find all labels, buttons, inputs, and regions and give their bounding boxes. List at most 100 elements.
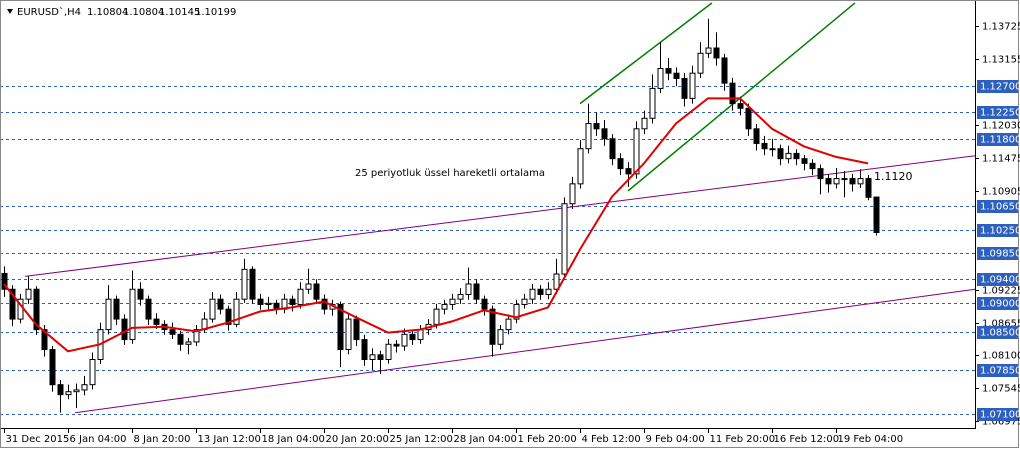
candle-body: [825, 178, 832, 185]
ema: [3, 97, 869, 353]
candle-body: [841, 178, 848, 181]
candle-body: [137, 288, 144, 300]
x-tick-label: 4 Feb 12:00: [582, 434, 641, 445]
candle-body: [145, 298, 152, 320]
menu-triangle: [7, 9, 13, 14]
header-low: 1.10145: [159, 7, 200, 18]
candle-body: [505, 318, 512, 331]
level-label-bg: [977, 200, 1018, 213]
candle-body: [1, 272, 8, 290]
candle-body: [233, 298, 240, 325]
candle-body: [89, 358, 96, 386]
candle-body: [561, 203, 568, 275]
candle-body: [689, 72, 696, 99]
trendline: [24, 155, 976, 277]
x-tick-label: 6 Jan 04:00: [70, 434, 127, 445]
level-label-bg: [977, 106, 1018, 119]
candle-body: [497, 329, 504, 345]
candle-body: [865, 178, 872, 198]
candle-body: [265, 302, 272, 305]
candle-body: [793, 152, 800, 160]
level-label: 1.12700: [980, 82, 1020, 93]
level-label: 1.11800: [980, 135, 1020, 146]
level-label-bg: [977, 273, 1018, 286]
candle-body: [361, 339, 368, 360]
candle-body: [617, 158, 624, 170]
candle-body: [857, 178, 864, 185]
x-tick-label: 18 Jan 04:00: [262, 434, 325, 445]
candle-body: [513, 303, 520, 320]
candle-body: [337, 303, 344, 351]
candle-body: [217, 298, 224, 310]
symbol: EURUSD`,H4: [17, 6, 81, 18]
header-high: 1.10804: [123, 7, 164, 18]
header-open: 1.10804: [87, 7, 128, 18]
level-label-bg: [977, 80, 1018, 93]
candle-body: [417, 329, 424, 341]
level-label: 1.09400: [980, 275, 1020, 286]
candle-body: [729, 82, 736, 105]
candle-body: [449, 298, 456, 305]
candles: [1, 18, 880, 413]
candle-body: [681, 77, 688, 99]
candle-body: [33, 288, 40, 331]
level-label: 1.10250: [980, 226, 1020, 237]
y-tick-label: 1.11475: [982, 154, 1020, 165]
candle-body: [297, 288, 304, 305]
candle-body: [49, 349, 56, 386]
candle-body: [129, 288, 136, 341]
x-tick-label: 16 Feb 12:00: [774, 434, 840, 445]
candle-body: [609, 138, 616, 160]
candle-body: [225, 308, 232, 325]
candle-body: [489, 308, 496, 345]
candle-body: [833, 178, 840, 185]
level-label: 1.12250: [980, 108, 1020, 119]
candle-body: [457, 294, 464, 300]
candle-body: [785, 152, 792, 160]
candle-body: [25, 288, 32, 300]
candle-body: [481, 298, 488, 310]
level-label: 1.07850: [980, 366, 1020, 377]
candle-body: [641, 117, 648, 130]
annotation: 1.1120: [874, 170, 913, 183]
y-tick-label: 1.13155: [982, 55, 1020, 66]
candle-body: [41, 329, 48, 351]
candle-body: [625, 168, 632, 175]
candle-body: [545, 288, 552, 296]
x-tick-label: 19 Feb 04:00: [838, 434, 904, 445]
candle-body: [849, 178, 856, 185]
level-label-bg: [977, 297, 1018, 310]
candle-body: [713, 47, 720, 59]
candle-body: [721, 57, 728, 84]
trendline: [579, 2, 713, 105]
x-tick-label: 8 Jan 20:00: [134, 434, 191, 445]
candle-body: [705, 47, 712, 54]
y-tick-label: 1.08655: [982, 319, 1020, 330]
y-tick-label: 1.10905: [982, 187, 1020, 198]
candle-body: [305, 283, 312, 290]
candle-body: [873, 196, 880, 234]
candle-body: [249, 268, 256, 300]
levels: [0, 86, 975, 415]
level-label-bg: [977, 133, 1018, 146]
candle-body: [81, 384, 88, 391]
ema-line: [3, 97, 869, 353]
level-label: 1.08500: [980, 328, 1020, 339]
candle-body: [193, 329, 200, 343]
level-label-bg: [977, 408, 1018, 421]
y-tick-label: 1.12030: [982, 121, 1020, 132]
candle-body: [817, 168, 824, 180]
candle-body: [769, 148, 776, 151]
trendlines: [24, 2, 976, 414]
candle-body: [321, 298, 328, 310]
candle-body: [537, 288, 544, 296]
candle-body: [177, 333, 184, 345]
candle-body: [433, 308, 440, 325]
candle-body: [737, 103, 744, 109]
candle-body: [649, 87, 656, 119]
candle-body: [209, 298, 216, 320]
candle-body: [801, 158, 808, 164]
candle-body: [777, 148, 784, 160]
candle-body: [241, 268, 248, 300]
